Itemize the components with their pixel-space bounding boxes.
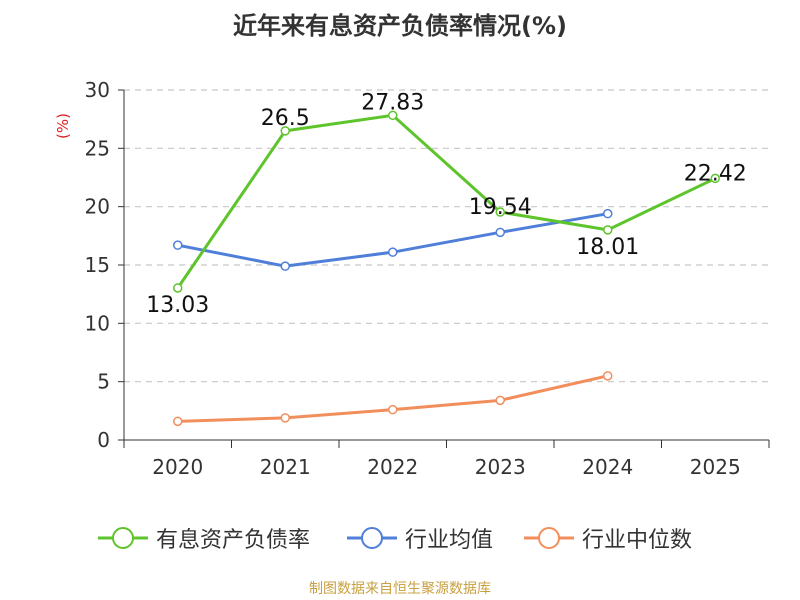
- y-tick-label: 0: [97, 428, 110, 452]
- x-tick-label: 2020: [152, 455, 203, 479]
- data-point-1: [495, 227, 505, 238]
- data-point-1: [603, 208, 613, 219]
- data-point-2: [495, 395, 505, 406]
- data-point-2: [280, 413, 290, 423]
- y-tick-label: 15: [85, 253, 110, 277]
- y-tick-label: 20: [85, 195, 110, 219]
- legend-label-rate: 有息资产负债率: [156, 528, 311, 553]
- data-label: 27.83: [361, 90, 424, 115]
- legend-label-industry-median: 行业中位数: [582, 528, 693, 553]
- legend-label-industry-mean: 行业均值: [405, 528, 494, 553]
- data-point-1: [280, 261, 290, 271]
- y-tick-label: 25: [85, 136, 110, 160]
- legend-marker-industry-median: [524, 527, 574, 549]
- legend-item-rate[interactable]: 有息资产负债率: [98, 524, 311, 553]
- x-tick-label: 2024: [582, 455, 633, 479]
- x-tick-label: 2023: [475, 455, 526, 479]
- source-note: 制图数据来自恒生聚源数据库: [309, 581, 491, 597]
- data-point-2: [173, 416, 183, 427]
- legend-marker-rate: [98, 527, 148, 549]
- data-point-2: [603, 371, 613, 381]
- y-tick-label: 30: [85, 78, 110, 102]
- data-point-0: [495, 207, 505, 217]
- series-line-0: [176, 113, 716, 289]
- data-label: 22.42: [684, 161, 747, 186]
- legend-item-industry-median[interactable]: 行业中位数: [524, 524, 693, 553]
- legend-marker-industry-mean: [347, 527, 397, 549]
- data-label: 18.01: [576, 235, 639, 260]
- data-label: 26.5: [261, 106, 310, 131]
- data-point-0: [173, 283, 183, 293]
- x-tick-label: 2021: [260, 455, 311, 479]
- x-tick-label: 2025: [690, 455, 741, 479]
- x-tick-label: 2022: [367, 455, 418, 479]
- legend-item-industry-mean[interactable]: 行业均值: [347, 524, 494, 553]
- data-point-0: [710, 173, 720, 184]
- data-label: 19.54: [469, 195, 532, 220]
- data-point-1: [388, 247, 398, 257]
- data-point-0: [603, 225, 613, 235]
- data-label: 13.03: [146, 293, 209, 318]
- series-line-2: [177, 374, 609, 423]
- data-point-0: [388, 110, 398, 121]
- y-axis-label: (%): [54, 113, 72, 139]
- data-point-2: [388, 404, 398, 415]
- series-line-1: [177, 212, 609, 268]
- y-tick-label: 5: [97, 370, 110, 394]
- y-tick-label: 10: [85, 311, 110, 335]
- data-point-0: [280, 126, 290, 136]
- data-point-1: [173, 240, 183, 250]
- chart-title: 近年来有息资产负债率情况(%): [233, 12, 567, 40]
